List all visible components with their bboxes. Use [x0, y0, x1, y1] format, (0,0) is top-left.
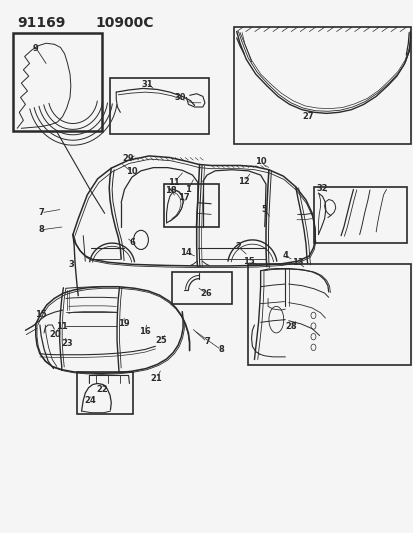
Text: 5: 5: [261, 205, 267, 214]
Text: 13: 13: [291, 258, 303, 266]
Text: 11: 11: [56, 321, 67, 330]
Text: 11: 11: [168, 178, 179, 187]
Bar: [233, 27, 410, 144]
Bar: [77, 372, 133, 414]
Bar: [313, 187, 406, 243]
Text: 17: 17: [178, 193, 190, 202]
Text: 28: 28: [284, 322, 296, 331]
Text: 1: 1: [185, 185, 191, 194]
Text: 16: 16: [139, 327, 151, 336]
Text: 9: 9: [33, 44, 38, 53]
Text: 2: 2: [235, 243, 241, 252]
Text: 10900C: 10900C: [95, 15, 154, 29]
Text: 22: 22: [97, 385, 108, 394]
Text: 91169: 91169: [17, 15, 65, 29]
Text: 29: 29: [123, 154, 134, 163]
Text: 27: 27: [301, 112, 313, 121]
Bar: [110, 78, 209, 134]
Text: 10: 10: [254, 157, 266, 166]
Text: 8: 8: [218, 345, 224, 354]
Text: 7: 7: [204, 337, 209, 346]
Text: 4: 4: [282, 252, 287, 260]
Text: 10: 10: [126, 167, 138, 176]
Text: 12: 12: [238, 177, 249, 186]
Text: 14: 14: [179, 248, 191, 257]
Text: 15: 15: [242, 257, 254, 265]
Bar: [163, 184, 219, 227]
Text: 19: 19: [118, 319, 129, 328]
Text: 25: 25: [155, 336, 167, 345]
Text: 23: 23: [62, 338, 73, 348]
Bar: [171, 272, 231, 304]
Text: 24: 24: [84, 396, 96, 405]
Text: 6: 6: [130, 238, 135, 247]
Text: 15: 15: [35, 310, 47, 319]
Text: 31: 31: [141, 79, 153, 88]
Text: 30: 30: [174, 93, 185, 102]
Text: 21: 21: [150, 374, 162, 383]
Text: 7: 7: [38, 208, 44, 217]
Text: 8: 8: [38, 225, 44, 235]
Text: 20: 20: [50, 329, 61, 338]
Text: 26: 26: [199, 288, 211, 297]
Text: 32: 32: [316, 184, 328, 193]
Text: 3: 3: [69, 261, 74, 269]
Text: 18: 18: [165, 186, 176, 195]
Bar: [248, 264, 410, 365]
Bar: [13, 33, 102, 131]
